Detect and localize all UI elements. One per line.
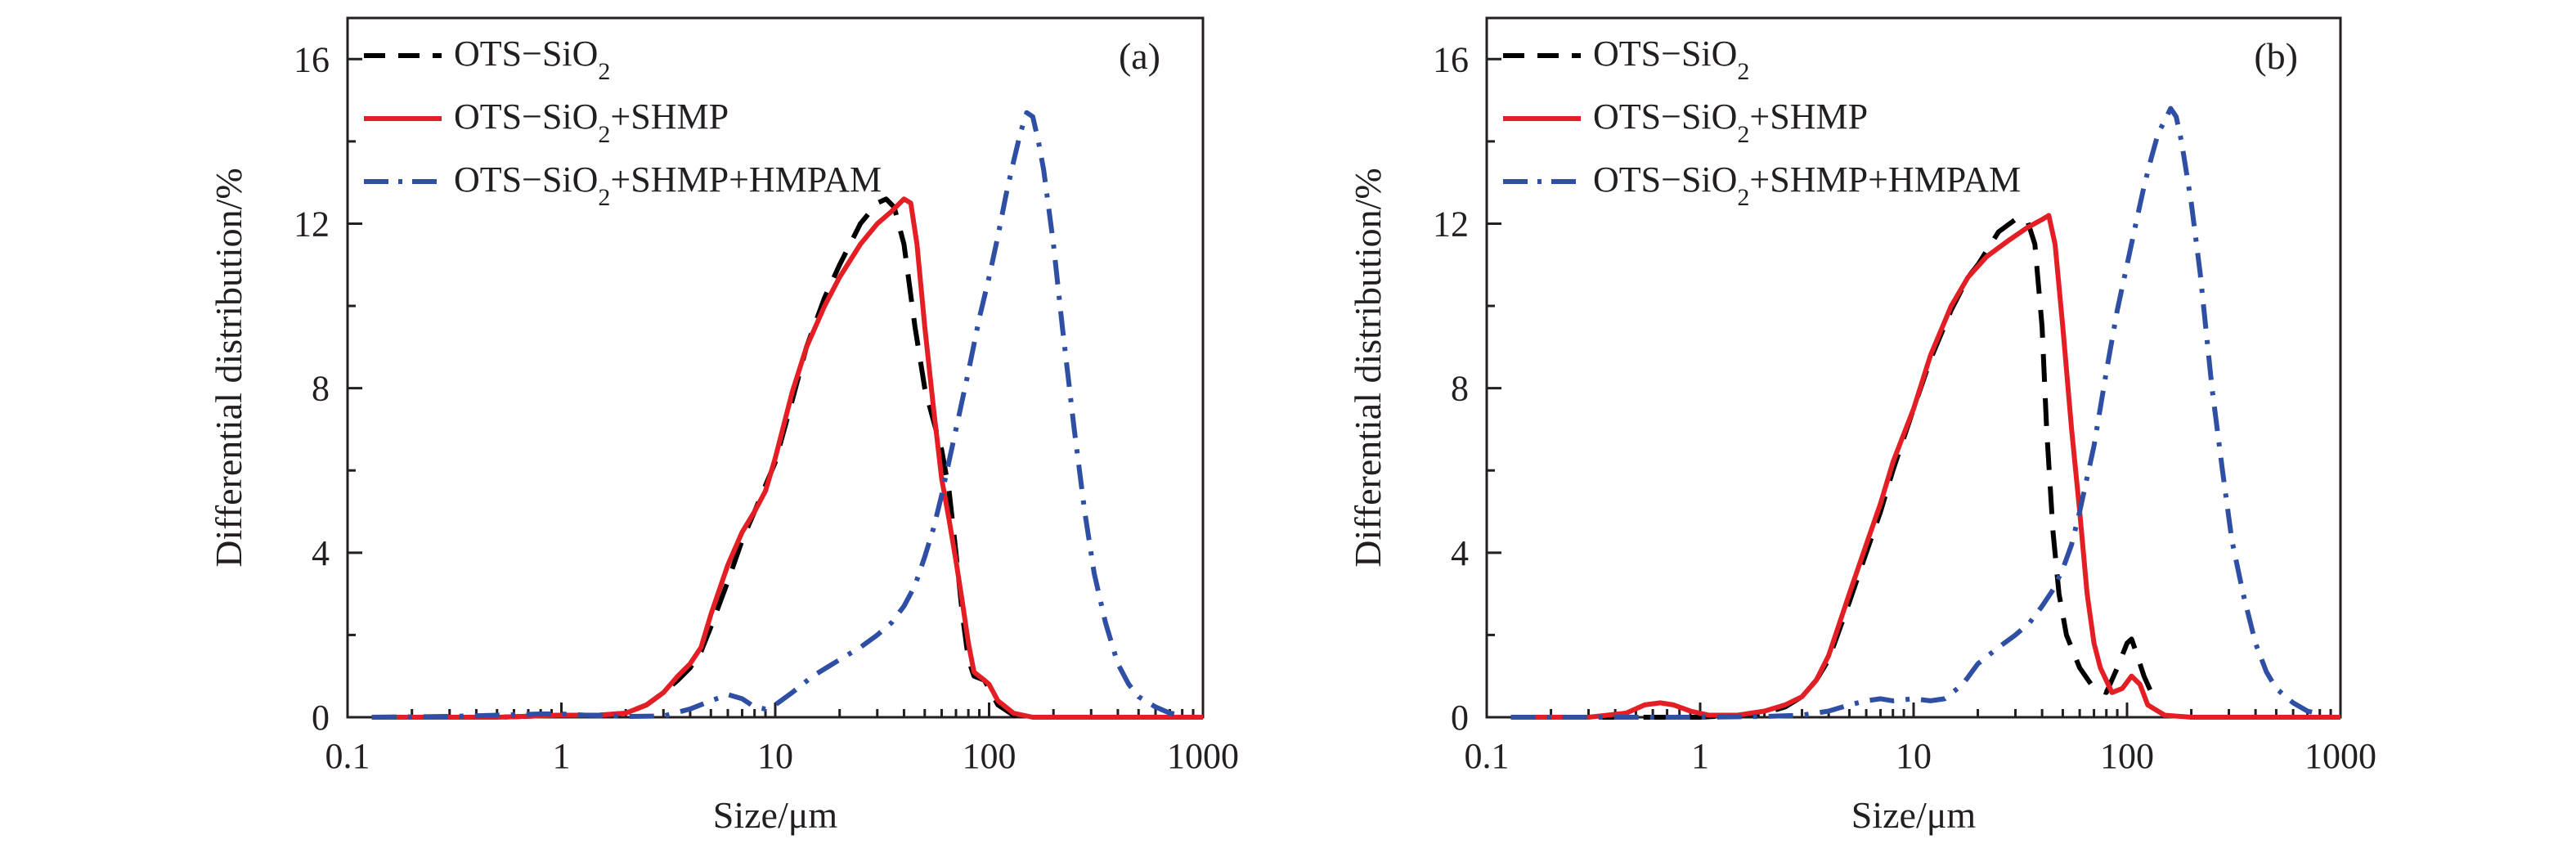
y-axis-title: Differential distribution/% bbox=[1347, 168, 1389, 567]
y-tick-label: 0 bbox=[312, 698, 330, 738]
legend: OTS−SiO2 OTS−SiO2+SHMP OTS−SiO2+SHMP+HMPAM bbox=[1503, 34, 2021, 211]
legend-entry: OTS−SiO2+SHMP bbox=[1593, 97, 1868, 148]
x-tick-label: 100 bbox=[2100, 736, 2154, 776]
legend-entry: OTS−SiO2 bbox=[1593, 34, 1749, 85]
y-axis-ticks bbox=[1487, 57, 1501, 719]
y-tick-label: 4 bbox=[312, 533, 330, 573]
legend: OTS−SiO2 OTS−SiO2+SHMP OTS−SiO2+SHMP+HMPAM bbox=[364, 34, 882, 211]
legend-entry: OTS−SiO2 bbox=[454, 34, 610, 85]
legend-entry: OTS−SiO2+SHMP+HMPAM bbox=[1593, 159, 2021, 211]
x-axis-title: Size/μm bbox=[713, 794, 838, 836]
x-tick-label: 10 bbox=[757, 736, 793, 776]
series-group bbox=[371, 110, 1203, 720]
x-tick-label: 0.1 bbox=[325, 736, 370, 776]
x-tick-label: 1 bbox=[1691, 736, 1709, 776]
series-line-2 bbox=[371, 196, 1203, 720]
series-line-3 bbox=[1510, 106, 2321, 720]
legend-entry: OTS−SiO2+SHMP+HMPAM bbox=[454, 159, 882, 211]
x-tick-label: 0.1 bbox=[1465, 736, 1510, 776]
y-tick-label: 8 bbox=[312, 369, 330, 409]
chart-panel-b: 0.1 1 10 100 1000 0 4 8 12 16 Size/μm Differential … bbox=[1347, 16, 2376, 836]
x-axis-ticks bbox=[346, 703, 1205, 717]
x-tick-label: 1000 bbox=[2304, 736, 2376, 776]
y-tick-label: 12 bbox=[1433, 204, 1469, 244]
y-axis-title: Differential distribution/% bbox=[208, 168, 249, 567]
y-tick-label: 8 bbox=[1451, 369, 1469, 409]
x-tick-label: 10 bbox=[1896, 736, 1932, 776]
x-tick-label: 1 bbox=[553, 736, 571, 776]
series-line-3 bbox=[371, 110, 1183, 720]
chart-panel-a: 0.1 1 10 100 1000 0 4 8 12 16 Size/μm Differential … bbox=[208, 16, 1239, 836]
x-tick-label: 1000 bbox=[1167, 736, 1239, 776]
series-line-2 bbox=[1510, 213, 2340, 720]
y-tick-label: 4 bbox=[1451, 533, 1469, 573]
x-tick-label: 100 bbox=[963, 736, 1016, 776]
y-tick-label: 16 bbox=[1433, 39, 1469, 79]
legend-entry: OTS−SiO2+SHMP bbox=[454, 97, 729, 148]
x-axis-title: Size/μm bbox=[1851, 794, 1977, 836]
y-tick-label: 0 bbox=[1451, 698, 1469, 738]
series-group bbox=[1510, 106, 2340, 720]
series-line-1 bbox=[371, 196, 1203, 720]
y-tick-label: 12 bbox=[294, 204, 330, 244]
y-tick-label: 16 bbox=[294, 39, 330, 79]
panel-label: (b) bbox=[2254, 35, 2298, 77]
y-axis-ticks bbox=[348, 57, 362, 719]
panel-label: (a) bbox=[1119, 35, 1160, 77]
